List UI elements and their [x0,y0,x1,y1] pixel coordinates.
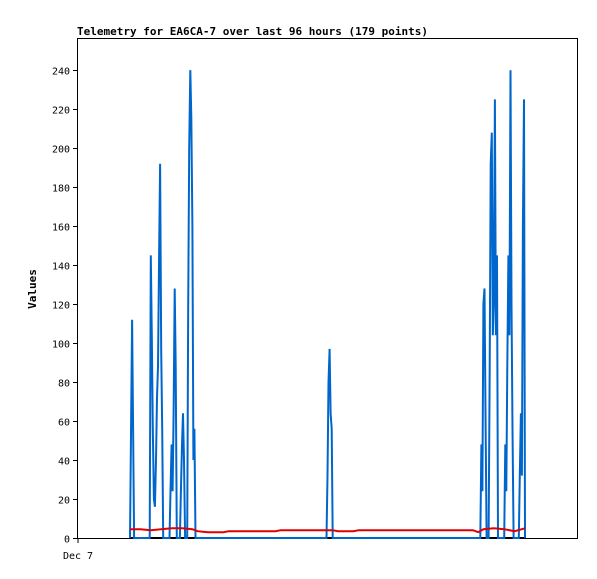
y-tick-label: 120 [52,301,70,312]
x-axis: Dec 7 [63,538,93,562]
y-tick-label: 20 [58,496,70,507]
series-layer [129,70,526,539]
y-tick-label: 60 [58,418,70,429]
y-tick-label: 240 [52,67,70,78]
y-axis-label: Values [26,269,39,309]
y-tick-label: 160 [52,223,70,234]
y-tick-label: 0 [64,535,70,546]
chart-title: Telemetry for EA6CA-7 over last 96 hours… [77,25,428,38]
y-tick-label: 100 [52,340,70,351]
y-tick-label: 140 [52,262,70,273]
y-tick-label: 180 [52,184,70,195]
x-tick-label: Dec 7 [63,551,93,562]
y-tick-label: 220 [52,106,70,117]
y-tick-label: 40 [58,457,70,468]
y-tick-label: 80 [58,379,70,390]
series-red-line [130,527,526,534]
y-axis: 0 20 40 60 80 100 120 140 160 180 200 220 240 [52,67,78,546]
y-tick-label: 200 [52,145,70,156]
series-blue-line [129,70,526,539]
